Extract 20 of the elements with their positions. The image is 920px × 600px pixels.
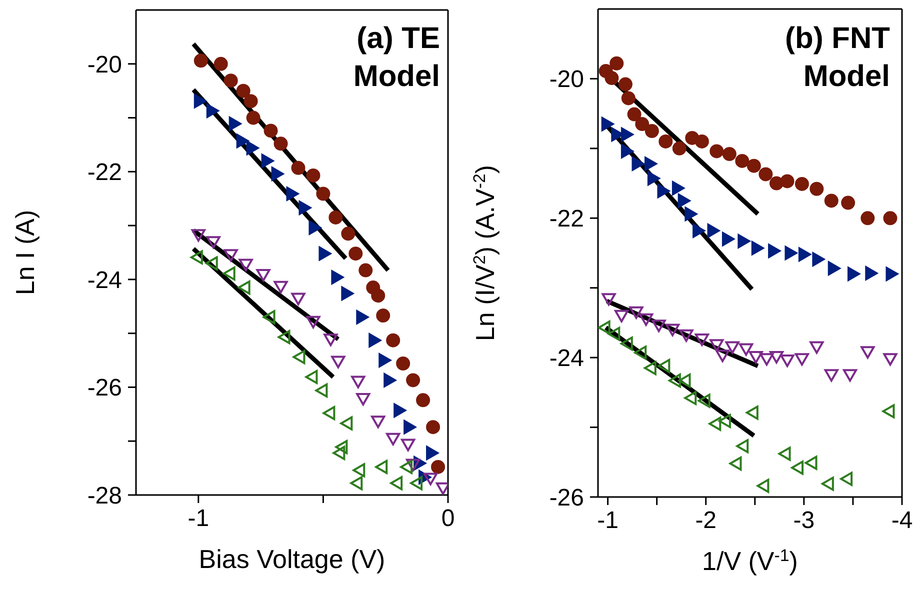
y-tick-label: -20 bbox=[87, 51, 122, 78]
x-tick-label: -1 bbox=[188, 505, 210, 532]
x-axis-title: Bias Voltage (V) bbox=[198, 544, 386, 574]
x-tick-label: 0 bbox=[441, 505, 455, 532]
y-tick-label: -28 bbox=[87, 482, 122, 510]
y-axis-title: Ln I (A) bbox=[10, 210, 40, 296]
text: (a) TE Model bbox=[352, 21, 440, 95]
y-tick-label: -24 bbox=[549, 345, 584, 372]
y-tick-label: -22 bbox=[87, 159, 122, 186]
x-tick-label: -3 bbox=[793, 507, 815, 534]
y-tick-label: -26 bbox=[87, 374, 122, 402]
text: (b) FNT Model bbox=[784, 21, 890, 95]
x-tick-label: -2 bbox=[695, 507, 717, 534]
x-axis-title: 1/V (V$^{-1}$) bbox=[702, 546, 798, 576]
y-tick-label: -24 bbox=[87, 266, 122, 294]
y-tick-label: -20 bbox=[549, 66, 584, 94]
y-tick-label: -26 bbox=[549, 484, 584, 512]
x-tick-label: -1 bbox=[597, 507, 618, 534]
x-tick-label: -4 bbox=[891, 507, 913, 534]
y-tick-label: -22 bbox=[549, 206, 584, 233]
